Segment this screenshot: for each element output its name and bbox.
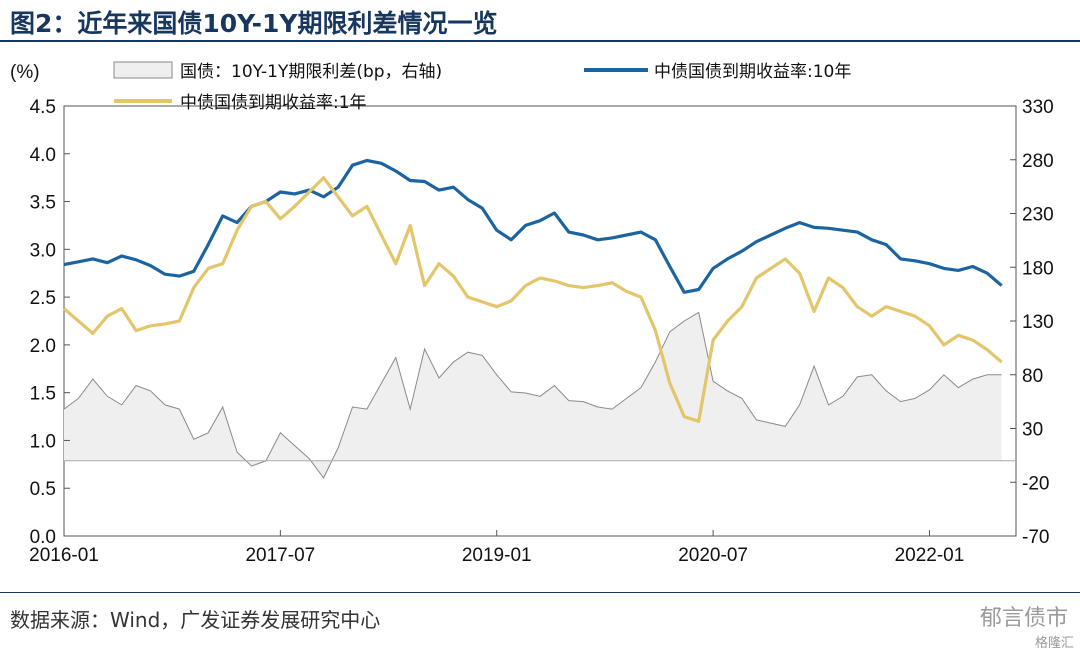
y-tick-label: 4.0 xyxy=(30,145,56,166)
x-tick-label: 2016-01 xyxy=(29,545,99,566)
y2-tick-label: -20 xyxy=(1022,473,1049,494)
x-tick-label: 2022-01 xyxy=(895,545,965,566)
y2-tick-label: 330 xyxy=(1022,97,1054,118)
y-tick-label: 3.5 xyxy=(30,193,56,214)
y-tick-label: 0.5 xyxy=(30,479,56,500)
figure-title: 图2：近年来国债10Y-1Y期限利差情况一览 xyxy=(10,9,498,38)
y2-tick-label: 180 xyxy=(1022,258,1054,279)
y-tick-label: 4.5 xyxy=(30,97,56,118)
y-tick-label: 1.0 xyxy=(30,431,56,452)
y-tick-label: 3.0 xyxy=(30,240,56,261)
legend: 国债：10Y-1Y期限利差(bp，右轴) 中债国债到期收益率:10年中债国债到期收… xyxy=(113,61,851,113)
watermark-sub: 格隆汇 xyxy=(1034,636,1074,651)
plot-frame xyxy=(63,105,1017,537)
y-tick-label: 1.5 xyxy=(30,384,56,405)
legend-label-10y: 中债国债到期收益率:10年 xyxy=(654,62,851,82)
watermark: 郁言债市 xyxy=(979,606,1068,631)
y2-tick-label: 30 xyxy=(1022,420,1043,441)
x-tick-label: 2017-07 xyxy=(245,545,315,566)
x-tick-label: 2019-01 xyxy=(462,545,532,566)
yield-series xyxy=(62,158,1003,423)
y2-tick-label: 280 xyxy=(1022,151,1054,172)
chart-frame xyxy=(63,105,1017,537)
legend-label-1y: 中债国债到期收益率:1年 xyxy=(180,93,367,113)
axes: 0.0 0.5 1.0 1.5 2.0 2.5 3.0 3.5 4.0 4.5 -70 -20 30 80… xyxy=(10,62,1054,566)
title-rule xyxy=(0,40,1080,42)
spread-series xyxy=(63,311,1016,479)
y-tick-label: 2.0 xyxy=(30,336,56,357)
y2-tick-label: 230 xyxy=(1022,205,1054,226)
line-10y xyxy=(63,158,1003,294)
y-tick-label: 0.0 xyxy=(30,527,56,548)
y2-tick-label: 130 xyxy=(1022,312,1054,333)
figure-source: 数据来源：Wind，广发证券发展研究中心 xyxy=(10,608,381,632)
x-tick-label: 2020-07 xyxy=(678,545,748,566)
line-1y xyxy=(62,176,1003,423)
legend-label-spread: 国债：10Y-1Y期限利差(bp，右轴) xyxy=(180,62,442,82)
y2-tick-label: -70 xyxy=(1022,527,1049,548)
y-axis-label: (%) xyxy=(10,62,40,83)
y2-tick-label: 80 xyxy=(1022,366,1043,387)
legend-swatch-spread xyxy=(113,61,173,79)
chart: 0.0 0.5 1.0 1.5 2.0 2.5 3.0 3.5 4.0 4.5 -70 -20 30 80… xyxy=(10,61,1054,566)
y-tick-label: 2.5 xyxy=(30,288,56,309)
source-rule xyxy=(0,592,1080,593)
spread-line xyxy=(63,311,1002,479)
